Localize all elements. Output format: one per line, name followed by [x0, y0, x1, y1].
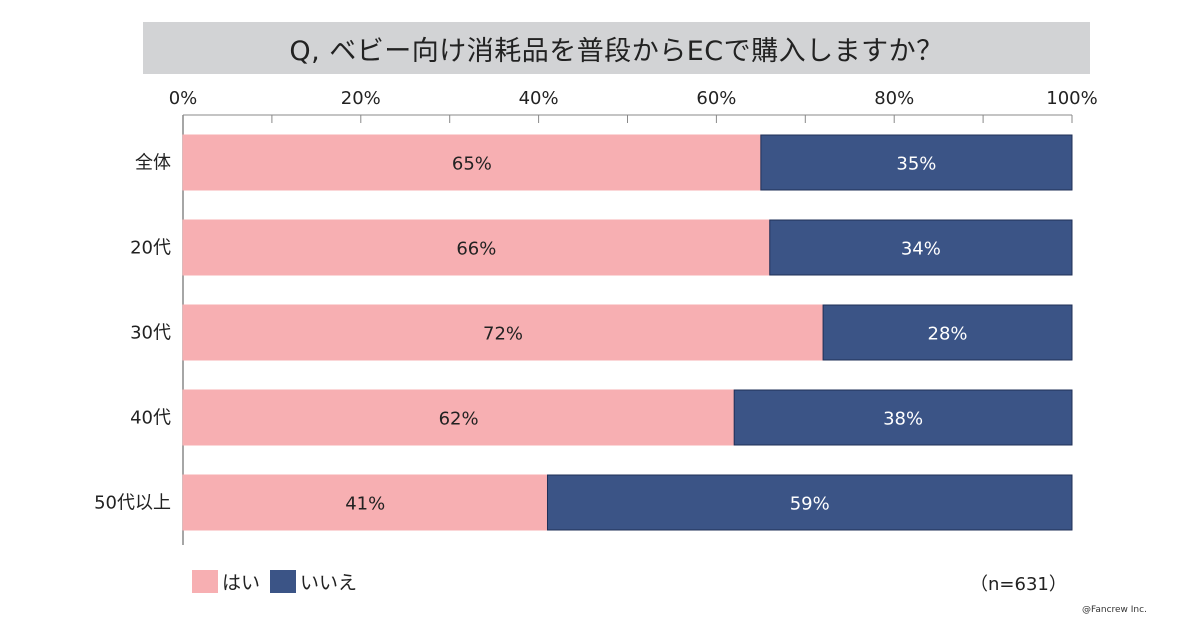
x-tick-label: 40%	[519, 88, 559, 109]
x-tick-label: 60%	[696, 88, 736, 109]
x-tick-label: 100%	[1046, 88, 1097, 109]
category-label: 30代	[130, 323, 171, 344]
data-label-no: 59%	[790, 494, 830, 515]
chart-title: Q, ベビー向け消耗品を普段からECで購入しますか？	[289, 35, 944, 67]
category-label: 50代以上	[94, 493, 171, 514]
bar-segment-yes	[182, 389, 735, 446]
data-label-yes: 65%	[452, 154, 492, 175]
x-tick-label: 80%	[874, 88, 914, 109]
bar-segment-yes	[182, 219, 771, 276]
bar-segment-yes	[182, 134, 762, 191]
chart-title-box: Q, ベビー向け消耗品を普段からECで購入しますか？	[143, 22, 1090, 74]
data-label-yes: 72%	[483, 324, 523, 345]
legend-item-yes: はい	[192, 568, 260, 595]
category-label: 20代	[130, 238, 171, 259]
legend-item-no: いいえ	[270, 568, 357, 595]
bar-segment-no	[822, 304, 1073, 361]
x-tick-label: 0%	[169, 88, 198, 109]
sample-size: （n=631）	[970, 574, 1067, 595]
bar-segment-no	[546, 474, 1073, 531]
data-label-no: 35%	[896, 154, 936, 175]
category-label: 全体	[135, 153, 171, 174]
bar-segment-no	[733, 389, 1073, 446]
data-label-no: 38%	[883, 409, 923, 430]
legend: はい いいえ	[192, 568, 367, 595]
credit: @Fancrew Inc.	[1082, 605, 1147, 615]
category-label: 40代	[130, 408, 171, 429]
data-label-yes: 41%	[345, 494, 385, 515]
data-label-no: 34%	[901, 239, 941, 260]
bar-segment-no	[760, 134, 1073, 191]
legend-swatch-yes	[192, 570, 218, 593]
legend-label-no: いいえ	[300, 572, 358, 594]
bar-segment-no	[769, 219, 1073, 276]
data-label-yes: 62%	[439, 409, 479, 430]
data-label-no: 28%	[928, 324, 968, 345]
data-label-yes: 66%	[456, 239, 496, 260]
bar-segment-yes	[182, 474, 548, 531]
bar-segment-yes	[182, 304, 824, 361]
legend-label-yes: はい	[222, 572, 261, 594]
x-tick-label: 20%	[341, 88, 381, 109]
legend-swatch-no	[270, 570, 297, 593]
